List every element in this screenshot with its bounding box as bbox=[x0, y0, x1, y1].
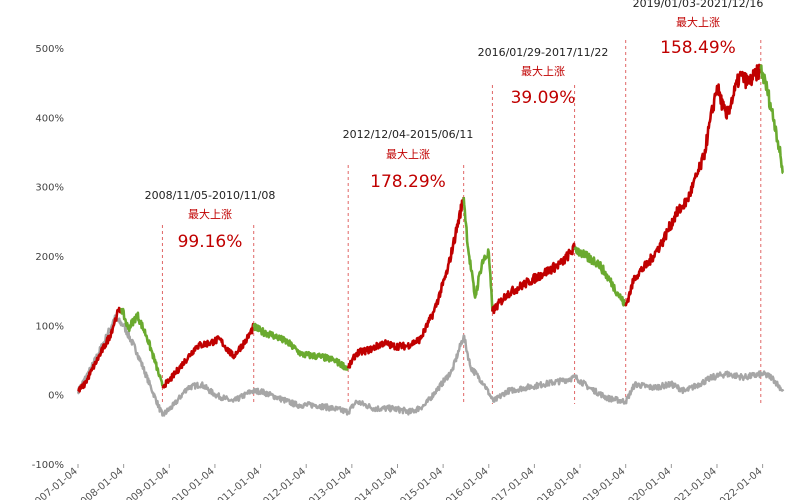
y-tick-label: 500% bbox=[35, 44, 64, 55]
annotation-date-range: 2008/11/05-2010/11/08 bbox=[145, 189, 276, 202]
annotation-label: 最大上涨 bbox=[386, 147, 430, 161]
x-tick-label: 2014-01-04 bbox=[348, 466, 400, 500]
main-series bbox=[77, 63, 784, 393]
falling-segment bbox=[462, 197, 494, 312]
annotation-label: 最大上涨 bbox=[188, 207, 232, 221]
y-axis: -100% 0% 100% 200% 300% 400% 500% bbox=[32, 44, 64, 471]
x-tick-label: 2009-01-04 bbox=[120, 466, 172, 500]
x-tick-label: 2012-01-04 bbox=[257, 466, 309, 500]
falling-segment bbox=[759, 64, 784, 175]
x-tick-label: 2016-01-04 bbox=[439, 466, 491, 500]
rising-segment bbox=[491, 242, 576, 315]
x-tick-label: 2022-01-04 bbox=[713, 466, 765, 500]
annotation-value: 158.49% bbox=[660, 38, 736, 58]
annotation-date-range: 2012/12/04-2015/06/11 bbox=[343, 128, 474, 141]
annotation-label: 最大上涨 bbox=[521, 64, 565, 78]
baseline-line bbox=[76, 314, 785, 417]
y-tick-label: 100% bbox=[35, 321, 64, 332]
x-tick-label: 2018-01-04 bbox=[530, 466, 582, 500]
rising-segment bbox=[77, 306, 123, 393]
annotation-date-range: 2019/01/03-2021/12/16 bbox=[633, 0, 764, 10]
annotation-value: 178.29% bbox=[370, 172, 446, 192]
falling-segment bbox=[573, 246, 627, 307]
x-tick-label: 2017-01-04 bbox=[485, 466, 537, 500]
x-tick-label: 2011-01-04 bbox=[211, 466, 263, 500]
y-tick-label: -100% bbox=[32, 460, 64, 471]
annotation-label: 最大上涨 bbox=[676, 15, 720, 29]
x-tick-label: 2020-01-04 bbox=[622, 466, 674, 500]
annotation-value: 39.09% bbox=[511, 88, 576, 108]
annotations: 2008/11/05-2010/11/08 最大上涨 99.16% 2012/12/0… bbox=[145, 0, 764, 252]
x-axis: 2007-01-042008-01-042009-01-042010-01-04… bbox=[28, 464, 765, 500]
y-tick-label: 0% bbox=[48, 391, 64, 402]
rising-segment bbox=[161, 322, 255, 389]
x-tick-label: 2013-01-04 bbox=[302, 466, 354, 500]
x-tick-label: 2021-01-04 bbox=[667, 466, 719, 500]
y-tick-label: 200% bbox=[35, 252, 64, 263]
annotation-value: 99.16% bbox=[178, 232, 243, 252]
annotation-date-range: 2016/01/29-2017/11/22 bbox=[478, 46, 609, 59]
y-tick-label: 400% bbox=[35, 113, 64, 124]
falling-segment bbox=[120, 307, 164, 387]
x-tick-label: 2019-01-04 bbox=[576, 466, 628, 500]
rising-segment bbox=[624, 63, 763, 307]
x-tick-label: 2008-01-04 bbox=[74, 466, 126, 500]
y-tick-label: 300% bbox=[35, 183, 64, 194]
rising-segment bbox=[346, 196, 465, 369]
x-tick-label: 2010-01-04 bbox=[165, 466, 217, 500]
baseline-series bbox=[76, 314, 785, 417]
x-tick-label: 2015-01-04 bbox=[393, 466, 445, 500]
falling-segment bbox=[252, 322, 350, 371]
